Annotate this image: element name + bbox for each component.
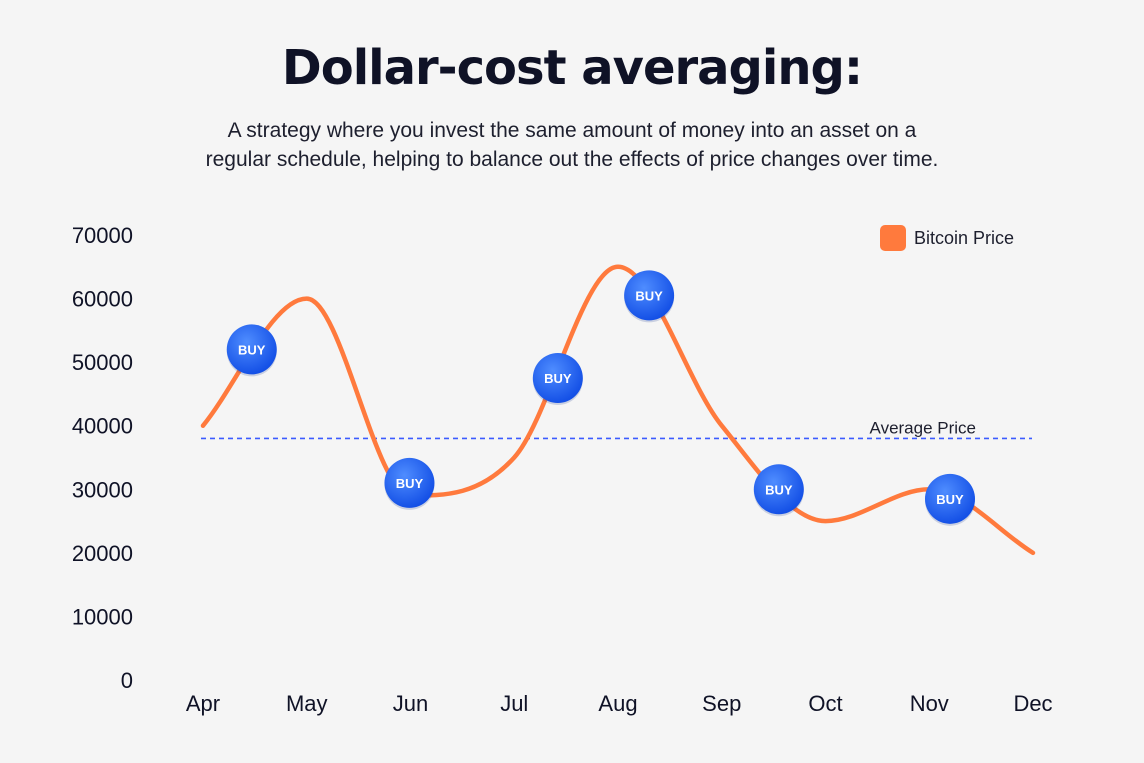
page-title: Dollar-cost averaging: bbox=[281, 40, 863, 96]
y-tick-label: 20000 bbox=[72, 541, 133, 566]
buy-markers-layer: BUY BUY BUY BUY BUY BUY bbox=[226, 270, 975, 526]
y-tick-label: 60000 bbox=[72, 287, 133, 312]
buy-marker-label: BUY bbox=[765, 482, 793, 497]
chart-legend: Bitcoin Price bbox=[880, 225, 1014, 251]
buy-marker: BUY bbox=[925, 473, 975, 526]
series-layer bbox=[200, 264, 1036, 556]
buy-marker: BUY bbox=[532, 353, 583, 406]
y-tick-label: 40000 bbox=[72, 414, 133, 439]
buy-marker-circle bbox=[384, 457, 435, 508]
buy-marker-label: BUY bbox=[936, 492, 964, 507]
buy-marker-label: BUY bbox=[635, 288, 663, 303]
y-tick-label: 30000 bbox=[72, 477, 133, 502]
legend-swatch-bitcoin-price bbox=[880, 225, 906, 251]
buy-marker-circle bbox=[624, 270, 675, 321]
x-tick-label: Apr bbox=[186, 691, 220, 716]
buy-marker-circle bbox=[226, 324, 277, 375]
x-tick-label: Nov bbox=[910, 691, 949, 716]
buy-marker-label: BUY bbox=[544, 371, 572, 386]
y-tick-label: 10000 bbox=[72, 604, 133, 629]
buy-marker-label: BUY bbox=[396, 476, 424, 491]
x-tick-label: Jun bbox=[393, 691, 428, 716]
page-subtitle: A strategy where you invest the same amo… bbox=[120, 116, 1024, 174]
subtitle-line-2: regular schedule, helping to balance out… bbox=[205, 148, 939, 171]
x-axis: Apr May Jun Jul Aug Sep Oct Nov Dec bbox=[186, 691, 1053, 716]
buy-marker-circle bbox=[753, 464, 804, 515]
buy-marker-circle bbox=[925, 473, 975, 524]
buy-marker: BUY bbox=[624, 270, 675, 323]
average-price-layer: Average Price bbox=[201, 418, 1032, 440]
x-tick-label: May bbox=[286, 691, 328, 716]
buy-marker-circle bbox=[532, 353, 583, 404]
buy-marker: BUY bbox=[226, 324, 277, 377]
y-axis: 0 10000 20000 30000 40000 50000 60000 70000 bbox=[72, 223, 133, 693]
buy-marker: BUY bbox=[753, 464, 804, 517]
y-tick-label: 0 bbox=[121, 668, 133, 693]
average-price-label: Average Price bbox=[870, 418, 976, 437]
legend-label-bitcoin-price: Bitcoin Price bbox=[914, 227, 1015, 248]
x-tick-label: Aug bbox=[598, 691, 637, 716]
buy-marker: BUY bbox=[384, 457, 435, 510]
y-tick-label: 70000 bbox=[72, 223, 133, 248]
x-tick-label: Sep bbox=[702, 691, 741, 716]
buy-marker-label: BUY bbox=[238, 342, 266, 357]
x-tick-label: Oct bbox=[808, 691, 842, 716]
series-line-bitcoin-price bbox=[200, 264, 1036, 556]
y-tick-label: 50000 bbox=[72, 350, 133, 375]
x-tick-label: Jul bbox=[500, 691, 528, 716]
subtitle-line-1: A strategy where you invest the same amo… bbox=[227, 119, 917, 142]
x-tick-label: Dec bbox=[1013, 691, 1052, 716]
